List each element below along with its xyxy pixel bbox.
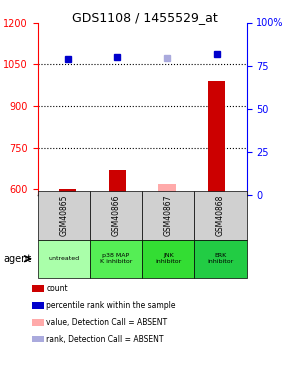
Text: untreated: untreated bbox=[48, 256, 79, 261]
Text: GSM40867: GSM40867 bbox=[164, 195, 173, 236]
Text: count: count bbox=[46, 284, 68, 293]
Text: GSM40865: GSM40865 bbox=[59, 195, 68, 236]
Bar bbox=[158, 184, 176, 195]
Text: GDS1108 / 1455529_at: GDS1108 / 1455529_at bbox=[72, 11, 218, 24]
Text: GSM40866: GSM40866 bbox=[111, 195, 121, 236]
Text: JNK
inhibitor: JNK inhibitor bbox=[155, 254, 181, 264]
Bar bbox=[59, 189, 76, 195]
Text: value, Detection Call = ABSENT: value, Detection Call = ABSENT bbox=[46, 318, 168, 327]
Text: agent: agent bbox=[3, 254, 31, 264]
Bar bbox=[108, 170, 126, 195]
Text: GSM40868: GSM40868 bbox=[216, 195, 225, 236]
Text: p38 MAP
K inhibitor: p38 MAP K inhibitor bbox=[100, 254, 132, 264]
Text: percentile rank within the sample: percentile rank within the sample bbox=[46, 301, 176, 310]
Bar bbox=[208, 81, 225, 195]
Text: ERK
inhibitor: ERK inhibitor bbox=[207, 254, 233, 264]
Text: rank, Detection Call = ABSENT: rank, Detection Call = ABSENT bbox=[46, 335, 164, 344]
